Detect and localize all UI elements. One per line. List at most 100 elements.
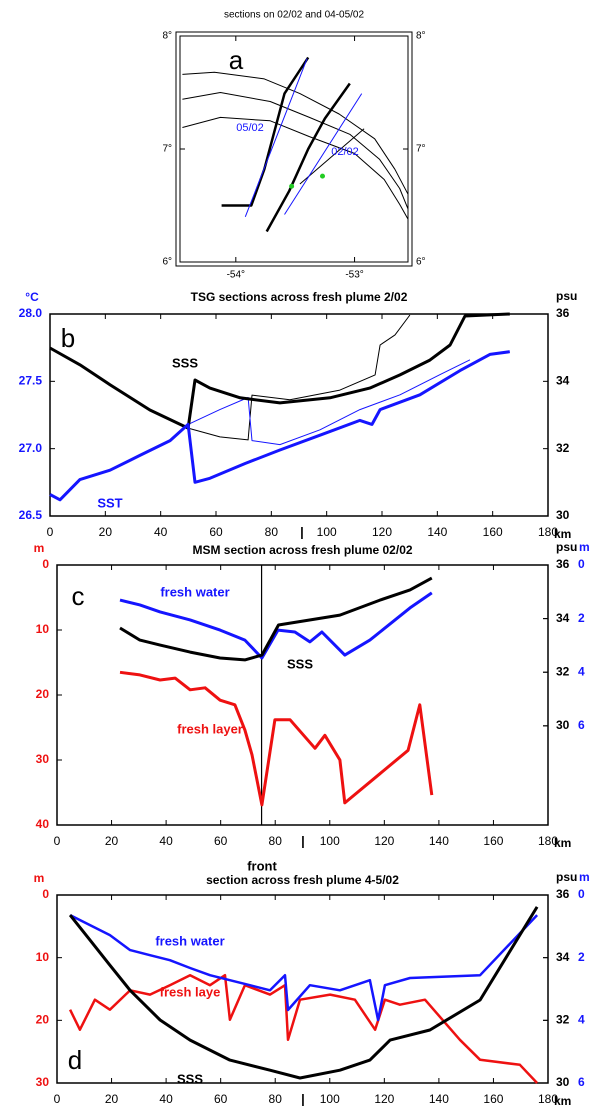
x-tick-label: 180	[538, 525, 558, 539]
x-tick-label: 20	[99, 525, 113, 539]
y2-tick-label: 34	[556, 374, 570, 388]
marker	[320, 173, 325, 179]
plot-frame	[56, 894, 549, 1084]
y-tick-label: 30	[36, 1075, 50, 1089]
y-unit-label: °C	[25, 290, 39, 304]
y3-tick-label: 2	[578, 950, 585, 964]
y-tick-label: 10	[36, 622, 50, 636]
x-tick-label: 100	[317, 525, 337, 539]
x-tick-label: -54°	[227, 270, 245, 281]
panel-title: sections on 02/02 and 04-05/02	[224, 10, 365, 21]
y-tick-label: 26.5	[19, 508, 43, 522]
annotation: SSS	[172, 355, 198, 370]
data-line	[299, 128, 365, 185]
y3-unit-label: m	[579, 870, 590, 884]
data-line	[284, 93, 363, 215]
y-tick-label: 27.0	[19, 441, 43, 455]
y-tick-label: 0	[42, 887, 49, 901]
y2-tick-label: 32	[556, 664, 570, 678]
plot-frame	[179, 35, 409, 263]
y-tick-label: 10	[36, 950, 50, 964]
y3-tick-label: 2	[578, 611, 585, 625]
data-line	[69, 913, 539, 1022]
data-line	[119, 591, 433, 660]
x-tick-label: 60	[214, 834, 228, 848]
y3-tick-label: 0	[578, 887, 585, 901]
plot-frame	[49, 313, 549, 517]
y-unit-label: m	[34, 541, 45, 555]
y-tick-label: 8°	[416, 31, 426, 42]
x-tick-label: 0	[47, 525, 54, 539]
x-tick-label: 60	[209, 525, 223, 539]
x-tick-label: 60	[214, 1092, 228, 1106]
panel-letter: a	[229, 45, 244, 75]
x-tick-label: 80	[269, 834, 283, 848]
panel-letter: c	[72, 581, 85, 611]
y2-tick-label: 30	[556, 1075, 570, 1089]
annotation: front	[247, 858, 277, 873]
data-line	[182, 71, 409, 195]
annotation: |	[300, 524, 304, 539]
data-line	[244, 58, 308, 217]
x-tick-label: 180	[538, 834, 558, 848]
x-unit-label: km	[554, 1094, 571, 1108]
annotation: |	[301, 1091, 305, 1106]
annotation: fresh water	[160, 584, 229, 599]
data-line	[187, 359, 471, 446]
x-unit-label: km	[554, 836, 571, 850]
x-tick-label: 140	[429, 1092, 449, 1106]
annotation: SST	[97, 495, 122, 510]
data-line	[119, 576, 433, 662]
y2-tick-label: 36	[556, 306, 570, 320]
x-tick-label: 0	[54, 1092, 61, 1106]
y-tick-label: 27.5	[19, 374, 43, 388]
y2-unit-label: psu	[556, 289, 577, 303]
panel-title: TSG sections across fresh plume 2/02	[191, 290, 408, 304]
x-tick-label: 160	[483, 525, 503, 539]
y2-tick-label: 30	[556, 508, 570, 522]
y2-tick-label: 36	[556, 887, 570, 901]
data-line	[187, 314, 411, 441]
x-tick-label: 180	[538, 1092, 558, 1106]
annotation: SSS	[177, 1071, 203, 1086]
data-line	[49, 350, 511, 502]
y2-tick-label: 32	[556, 441, 570, 455]
x-tick-label: 140	[429, 834, 449, 848]
data-line	[221, 56, 310, 207]
y-tick-label: 6°	[162, 257, 172, 268]
data-line	[49, 312, 510, 430]
y-tick-label: 20	[36, 687, 50, 701]
x-tick-label: 40	[159, 1092, 173, 1106]
y3-tick-label: 0	[578, 557, 585, 571]
x-tick-label: 20	[105, 834, 119, 848]
marker	[289, 183, 295, 189]
x-tick-label: 120	[372, 525, 392, 539]
y-tick-label: 7°	[416, 144, 426, 155]
x-tick-label: 120	[374, 1092, 394, 1106]
y2-tick-label: 36	[556, 557, 570, 571]
x-tick-label: 40	[154, 525, 168, 539]
y2-tick-label: 32	[556, 1013, 570, 1027]
data-line	[182, 92, 409, 210]
annotation: 05/02	[236, 122, 264, 134]
x-tick-label: 100	[320, 1092, 340, 1106]
x-tick-label: 80	[269, 1092, 283, 1106]
y2-unit-label: psu	[556, 870, 577, 884]
x-tick-label: 140	[427, 525, 447, 539]
y2-tick-label: 30	[556, 718, 570, 732]
annotation: fresh laye	[160, 984, 221, 999]
y-tick-label: 20	[36, 1013, 50, 1027]
y-unit-label: m	[34, 871, 45, 885]
x-tick-label: 120	[374, 834, 394, 848]
panel-title: section across fresh plume 4-5/02	[206, 873, 399, 887]
y-tick-label: 28.0	[19, 306, 43, 320]
annotation: SSS	[287, 656, 313, 671]
x-tick-label: 40	[159, 834, 173, 848]
y-tick-label: 40	[36, 817, 50, 831]
y2-tick-label: 34	[556, 950, 570, 964]
annotation: |	[301, 833, 305, 848]
y3-tick-label: 6	[578, 718, 585, 732]
data-line	[119, 670, 434, 807]
x-tick-label: 0	[54, 834, 61, 848]
